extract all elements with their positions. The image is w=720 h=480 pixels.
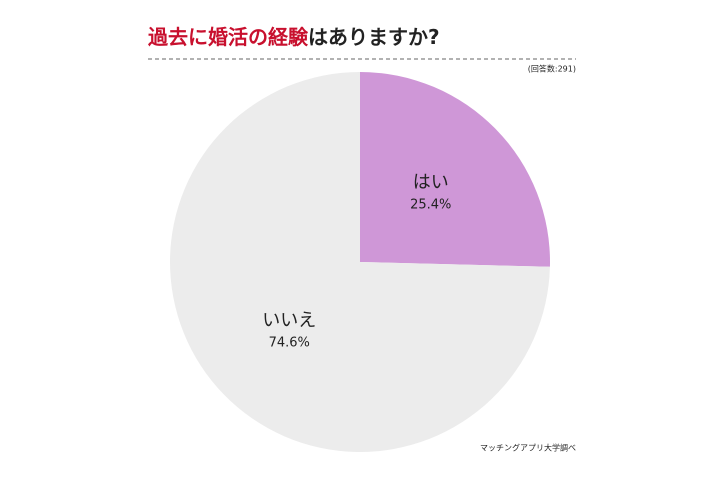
source: マッチングアプリ大学調べ: [480, 443, 576, 453]
pie-slice: [169, 72, 550, 452]
slice-label: はい: [413, 172, 449, 193]
pie-slice: [360, 72, 550, 267]
note: (回答数:291): [528, 64, 576, 74]
title-part: はありますか?: [308, 25, 440, 49]
chart-title: 過去に婚活の経験はありますか?: [148, 25, 440, 49]
slice-label: いいえ: [262, 310, 316, 331]
title-part: 過去に婚活の経験: [148, 25, 309, 49]
slice-value-label: 74.6%: [269, 335, 310, 350]
slice-value-label: 25.4%: [410, 198, 451, 213]
